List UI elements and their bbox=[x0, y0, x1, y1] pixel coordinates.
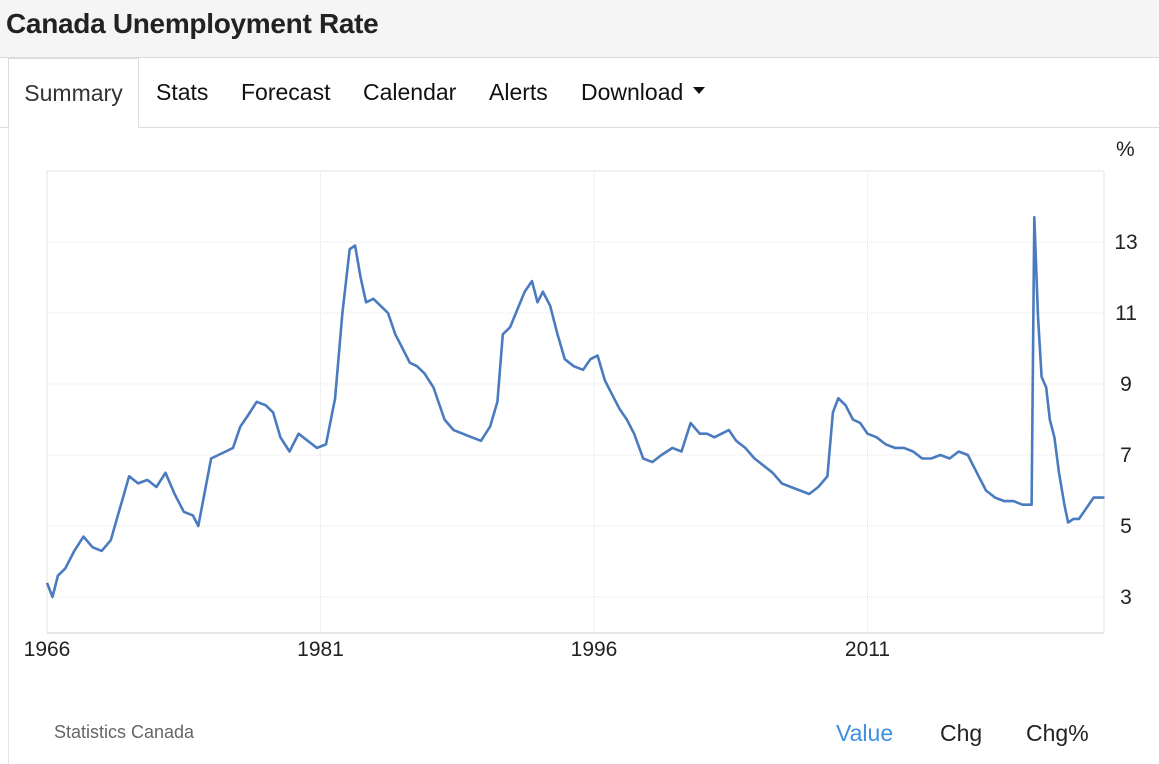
y-axis-ticks: 3 5 7 9 11 13 bbox=[1114, 231, 1137, 609]
x-tick-label: 2011 bbox=[845, 638, 890, 661]
tab-stats[interactable]: Stats bbox=[156, 79, 209, 105]
chart-grid bbox=[46, 170, 1105, 634]
x-tick-label: 1981 bbox=[297, 638, 344, 661]
x-axis-ticks: 1966 1981 1996 2011 bbox=[24, 638, 890, 661]
x-tick-label: 1996 bbox=[571, 638, 618, 661]
y-tick-label: 13 bbox=[1114, 231, 1137, 254]
tab-download-label: Download bbox=[581, 79, 684, 105]
series-line bbox=[45, 215, 1105, 599]
tab-bar: Summary Stats Forecast Calendar Alerts D… bbox=[0, 58, 1159, 128]
caret-down-icon bbox=[693, 87, 706, 95]
page-title: Canada Unemployment Rate bbox=[6, 8, 379, 39]
y-tick-label: 11 bbox=[1115, 302, 1137, 325]
y-tick-label: 7 bbox=[1120, 444, 1132, 467]
toggle-chg[interactable]: Chg bbox=[940, 720, 983, 746]
toggle-chg-pct[interactable]: Chg% bbox=[1026, 720, 1089, 746]
chart-panel bbox=[8, 127, 1159, 764]
y-tick-label: 3 bbox=[1120, 586, 1132, 609]
toggle-value[interactable]: Value bbox=[836, 720, 894, 746]
tab-forecast[interactable]: Forecast bbox=[241, 79, 331, 105]
x-tick-label: 1966 bbox=[24, 638, 71, 661]
page-header: Canada Unemployment Rate bbox=[0, 0, 1159, 58]
source-label: Statistics Canada bbox=[54, 722, 195, 742]
tab-calendar[interactable]: Calendar bbox=[363, 79, 457, 105]
tab-alerts[interactable]: Alerts bbox=[489, 79, 548, 105]
tab-download[interactable]: Download bbox=[581, 58, 706, 127]
y-tick-label: 5 bbox=[1120, 515, 1132, 538]
y-unit-label: % bbox=[1116, 138, 1135, 161]
tab-summary[interactable]: Summary bbox=[8, 58, 139, 128]
y-tick-label: 9 bbox=[1120, 373, 1132, 396]
